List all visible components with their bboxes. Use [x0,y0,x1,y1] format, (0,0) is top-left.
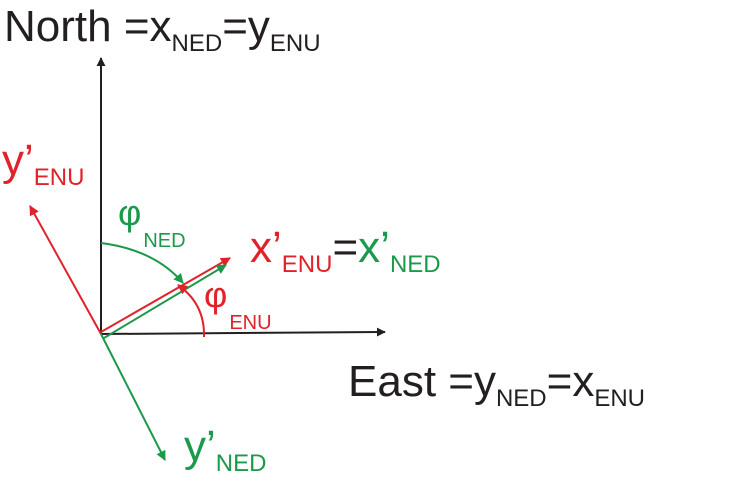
phi-ned-arc [100,242,184,284]
y-ned-prime-axis [100,333,166,461]
y-enu-prime-label: y’ENU [2,136,84,191]
x-enu-prime-axis [100,257,231,333]
x-ned-prime-axis [103,264,227,339]
phi-enu-arc [177,284,206,338]
north-label: North =xNED=yENU [4,2,321,57]
phi-enu-label: φENU [204,274,272,334]
east-axis [100,327,386,337]
y-ned-prime-label: y’NED [184,422,266,477]
east-label: East =yNED=xENU [348,357,645,412]
y-enu-prime-axis [29,205,102,335]
x-prime-label: x’ENU=x’NED [250,223,441,278]
phi-ned-label: φNED [118,192,186,252]
